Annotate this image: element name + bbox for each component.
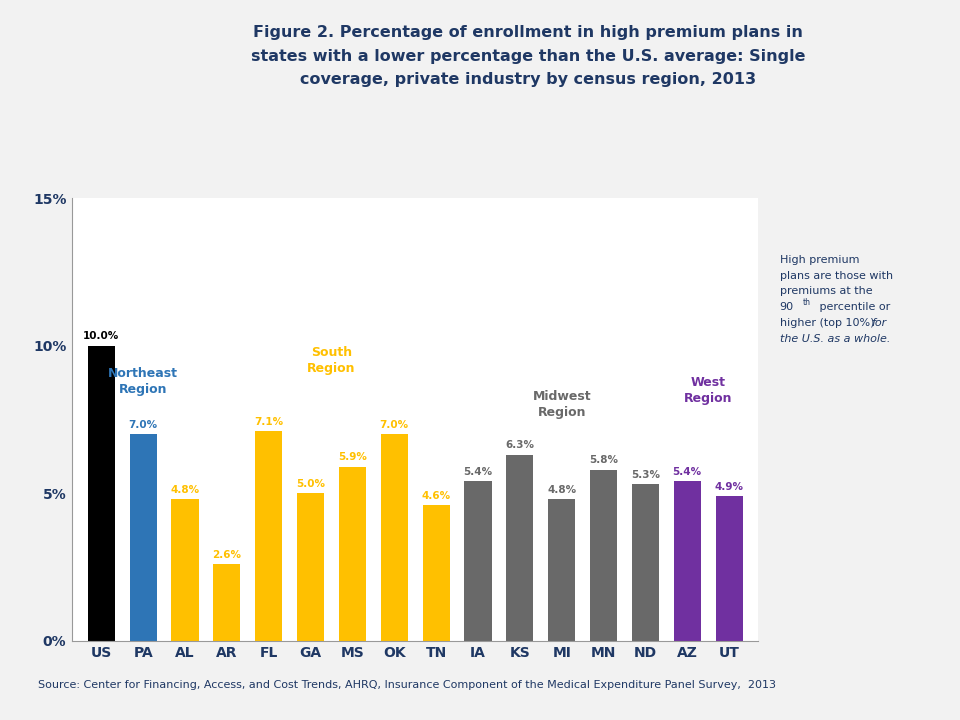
Text: High premium: High premium: [780, 255, 859, 265]
Text: 5.4%: 5.4%: [464, 467, 492, 477]
Text: 4.9%: 4.9%: [714, 482, 744, 492]
Text: th: th: [803, 297, 810, 307]
Text: 2.6%: 2.6%: [212, 549, 241, 559]
Text: plans are those with: plans are those with: [780, 271, 893, 281]
Bar: [213, 564, 240, 641]
Bar: [715, 496, 743, 641]
Text: premiums at the: premiums at the: [780, 287, 872, 297]
Text: 5.0%: 5.0%: [296, 479, 325, 489]
Text: 6.3%: 6.3%: [505, 441, 535, 451]
Bar: [130, 434, 156, 641]
Text: 5.8%: 5.8%: [589, 455, 618, 465]
Bar: [172, 499, 199, 641]
Text: 7.0%: 7.0%: [380, 420, 409, 430]
Bar: [632, 485, 659, 641]
Text: 7.1%: 7.1%: [254, 417, 283, 427]
Text: the U.S. as a whole.: the U.S. as a whole.: [780, 334, 890, 344]
Text: 5.4%: 5.4%: [673, 467, 702, 477]
Text: 4.8%: 4.8%: [547, 485, 576, 495]
Text: 4.8%: 4.8%: [171, 485, 200, 495]
Bar: [381, 434, 408, 641]
Text: 4.6%: 4.6%: [421, 490, 450, 500]
Bar: [465, 482, 492, 641]
Text: Midwest
Region: Midwest Region: [533, 390, 591, 419]
Text: Northeast
Region: Northeast Region: [108, 366, 179, 396]
Text: 90: 90: [780, 302, 794, 312]
Bar: [297, 493, 324, 641]
Bar: [339, 467, 366, 641]
Text: 10.0%: 10.0%: [84, 331, 119, 341]
Text: West
Region: West Region: [684, 376, 732, 405]
Bar: [674, 482, 701, 641]
Text: for: for: [872, 318, 887, 328]
Text: Figure 2. Percentage of enrollment in high premium plans in: Figure 2. Percentage of enrollment in hi…: [253, 25, 803, 40]
Bar: [548, 499, 575, 641]
Text: states with a lower percentage than the U.S. average: Single: states with a lower percentage than the …: [251, 49, 805, 63]
Text: 5.3%: 5.3%: [631, 470, 660, 480]
Text: 7.0%: 7.0%: [129, 420, 157, 430]
Text: coverage, private industry by census region, 2013: coverage, private industry by census reg…: [300, 73, 756, 87]
Bar: [255, 431, 282, 641]
Bar: [590, 469, 617, 641]
Text: higher (top 10%): higher (top 10%): [780, 318, 877, 328]
Text: percentile or: percentile or: [816, 302, 890, 312]
Text: 5.9%: 5.9%: [338, 452, 367, 462]
Bar: [87, 346, 115, 641]
Bar: [422, 505, 449, 641]
Text: South
Region: South Region: [307, 346, 356, 375]
Text: Source: Center for Financing, Access, and Cost Trends, AHRQ, Insurance Component: Source: Center for Financing, Access, an…: [38, 680, 777, 690]
Bar: [506, 455, 534, 641]
